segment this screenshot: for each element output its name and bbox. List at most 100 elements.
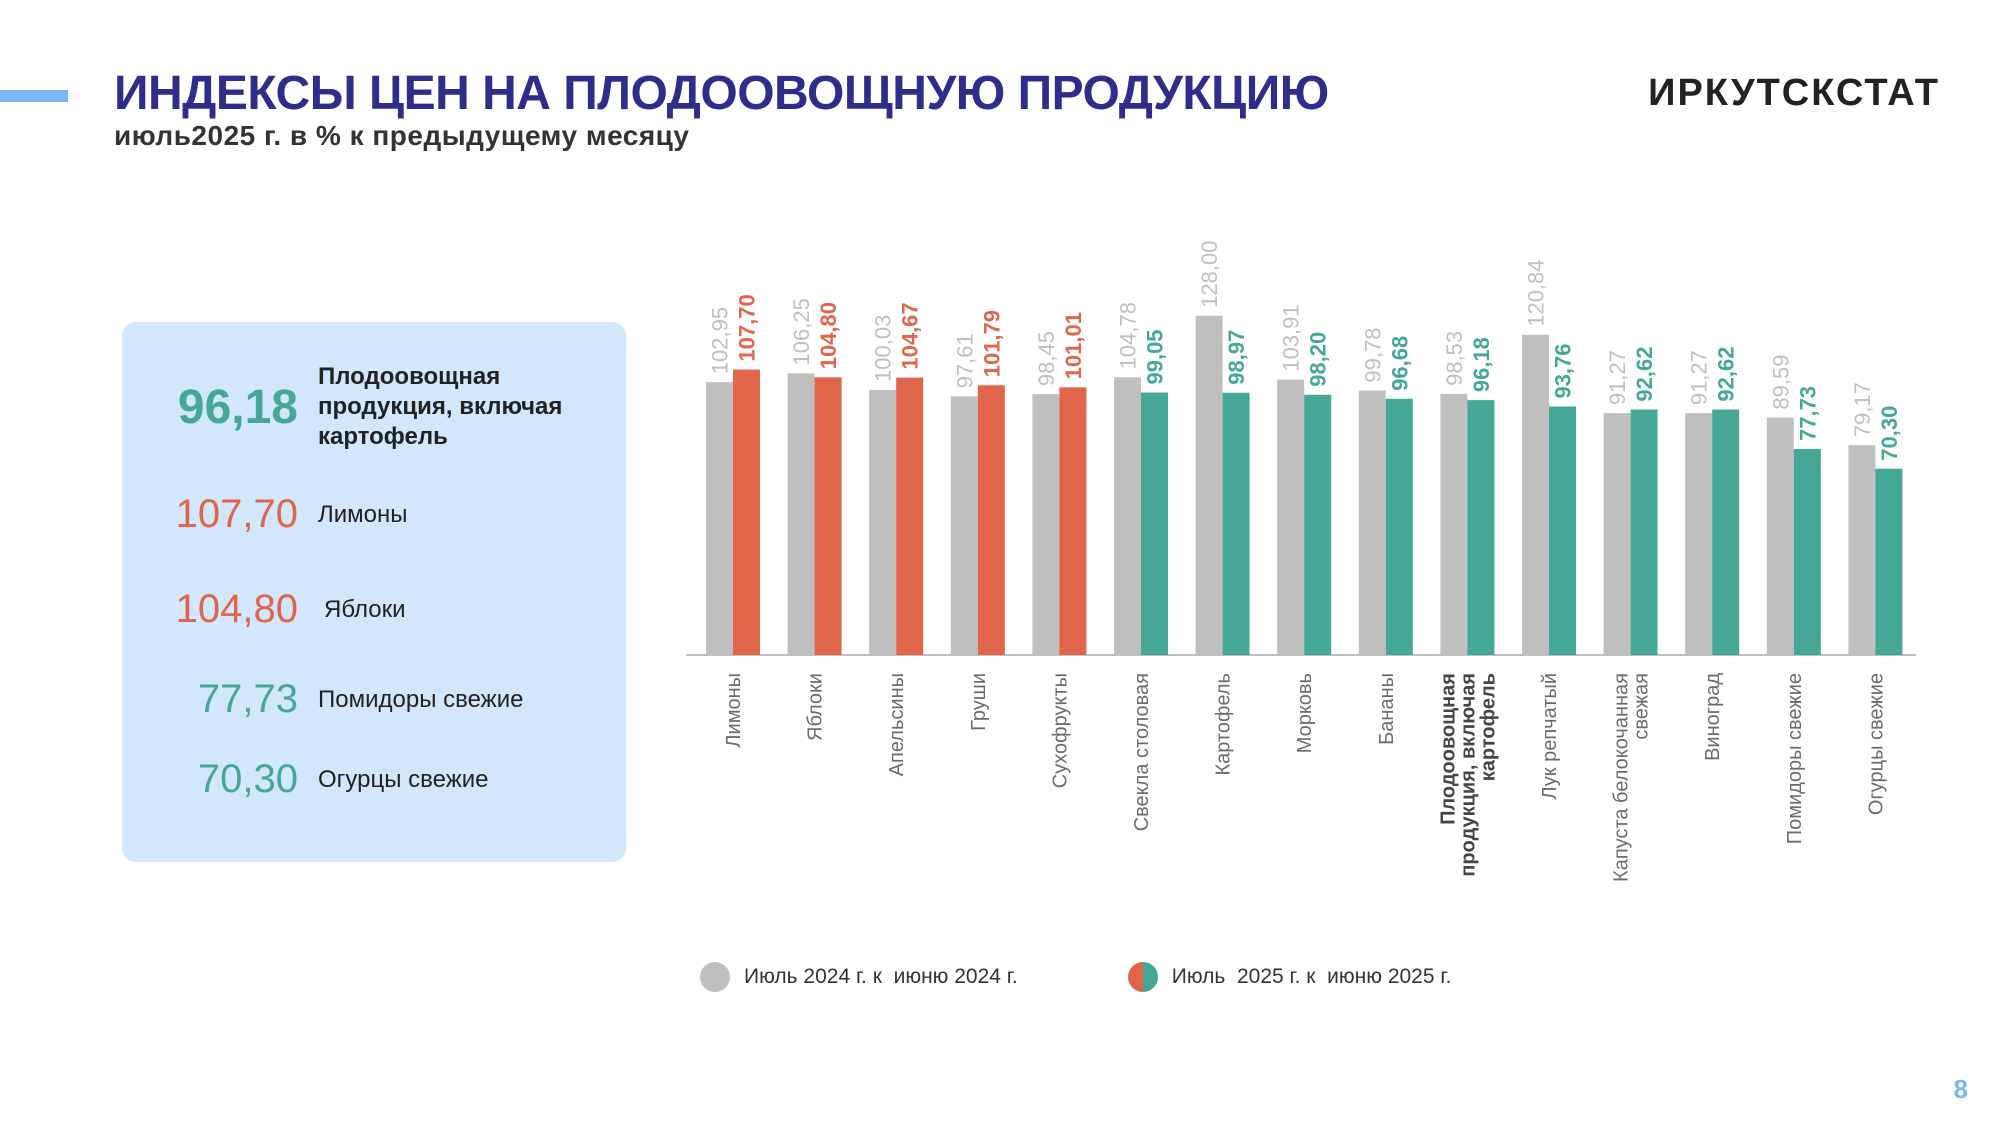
- bar-2024: [1766, 417, 1794, 655]
- data-label-2024: 89,59: [1768, 355, 1793, 410]
- bar-2025: [1385, 398, 1413, 655]
- bar-2025: [1793, 449, 1821, 655]
- bar-2025: [733, 369, 760, 655]
- bar-2024: [1358, 390, 1386, 655]
- data-label-2024: 106,25: [789, 298, 814, 365]
- bar-2025: [977, 385, 1005, 655]
- data-label-2024: 98,53: [1442, 331, 1467, 386]
- summary-label: Лимоны: [318, 500, 408, 528]
- legend-label-2025: Июль 2025 г. к июню 2025 г.: [1171, 965, 1452, 988]
- summary-value: 107,70: [175, 492, 298, 536]
- bar-2024: [1603, 413, 1631, 655]
- data-label-2024: 102,95: [708, 307, 733, 374]
- bar-2024: [1440, 393, 1468, 655]
- data-label-2025: 70,30: [1877, 406, 1902, 461]
- data-label-2024: 79,17: [1850, 382, 1875, 437]
- bar-2024: [869, 389, 897, 655]
- legend-item-2024: Июль 2024 г. к июню 2024 г.: [700, 962, 1018, 992]
- data-label-2024: 104,78: [1116, 302, 1141, 369]
- data-label-2024: 103,91: [1279, 304, 1304, 371]
- bar-2025: [1059, 387, 1087, 655]
- summary-item-lemons: 107,70 Лимоны: [122, 492, 626, 537]
- summary-value: 70,30: [197, 757, 298, 801]
- data-label-2024: 120,84: [1524, 259, 1549, 326]
- summary-item-total: 96,18 Плодоовощная продукция, включая ка…: [122, 362, 626, 452]
- summary-item-tomatoes: 77,73 Помидоры свежие: [122, 677, 626, 722]
- bar-2025: [1549, 406, 1576, 655]
- bar-2025: [1467, 400, 1495, 655]
- page-subtitle: июль2025 г. в % к предыдущему месяцу: [114, 120, 690, 151]
- category-label: Капуста белокочаннаясвежая: [1611, 673, 1653, 882]
- data-label-2025: 98,20: [1306, 332, 1331, 387]
- category-label: Морковь: [1294, 673, 1316, 753]
- bar-2025: [814, 377, 842, 655]
- bar-2025: [1304, 394, 1332, 655]
- category-label: Виноград: [1702, 673, 1724, 761]
- data-label-2025: 98,97: [1224, 330, 1249, 385]
- data-label-2024: 128,00: [1197, 241, 1222, 308]
- data-label-2024: 99,78: [1360, 328, 1385, 383]
- data-label-2025: 104,67: [898, 302, 923, 369]
- bar-2024: [1114, 377, 1141, 655]
- category-label: Бананы: [1376, 673, 1398, 745]
- legend-marker-2024: [700, 962, 730, 992]
- bar-2024: [1195, 315, 1223, 655]
- data-label-2025: 93,76: [1551, 343, 1576, 398]
- bar-2024: [706, 382, 733, 655]
- summary-label: Яблоки: [324, 595, 406, 623]
- data-label-2025: 101,01: [1061, 312, 1086, 379]
- data-label-2024: 100,03: [871, 315, 896, 382]
- bar-2025: [1712, 409, 1740, 655]
- data-label-2025: 77,73: [1795, 386, 1820, 441]
- summary-value: 104,80: [175, 587, 298, 631]
- page-title: ИНДЕКСЫ ЦЕН НА ПЛОДООВОЩНУЮ ПРОДУКЦИЮ: [114, 67, 1329, 120]
- data-label-2025: 107,70: [735, 294, 760, 361]
- data-label-2025: 104,80: [816, 302, 841, 369]
- category-label: Свекла столовая: [1131, 673, 1153, 831]
- data-label-2024: 91,27: [1605, 350, 1630, 405]
- data-label-2025: 96,68: [1387, 336, 1412, 391]
- page-number: 8: [1953, 1074, 1968, 1104]
- data-label-2024: 97,61: [952, 333, 977, 388]
- bar-2024: [1685, 413, 1713, 655]
- bar-2024: [1277, 379, 1305, 655]
- category-label: Лимоны: [723, 673, 745, 748]
- bar-2024: [1032, 394, 1060, 655]
- accent-line: [0, 90, 68, 102]
- bar-2024: [1522, 334, 1549, 655]
- category-label: Помидоры свежие: [1784, 673, 1806, 844]
- bar-2024: [787, 373, 815, 655]
- legend-label-2024: Июль 2024 г. к июню 2024 г.: [744, 965, 1018, 988]
- summary-value: 77,73: [197, 677, 298, 721]
- data-label-2025: 96,18: [1469, 337, 1494, 392]
- legend-marker-2025: [1127, 962, 1158, 992]
- data-label-2025: 101,79: [979, 310, 1004, 377]
- chart-legend: Июль 2024 г. к июню 2024 г. Июль 2025 г.…: [700, 962, 1561, 992]
- bar-2024: [1848, 445, 1876, 655]
- summary-label: Огурцы свежие: [318, 765, 489, 793]
- summary-value: 96,18: [177, 380, 298, 434]
- category-label: Огурцы свежие: [1865, 673, 1887, 815]
- data-label-2025: 99,05: [1143, 329, 1168, 384]
- summary-label: Плодоовощная продукция, включая картофел…: [318, 363, 563, 450]
- summary-panel: 96,18 Плодоовощная продукция, включая ка…: [122, 322, 626, 862]
- bar-2025: [896, 377, 924, 655]
- category-label: Сухофрукты: [1049, 673, 1071, 788]
- category-label: Яблоки: [805, 673, 827, 741]
- data-label-2025: 92,62: [1714, 346, 1739, 401]
- summary-label: Помидоры свежие: [318, 685, 524, 713]
- summary-item-apples: 104,80 Яблоки: [122, 587, 626, 632]
- category-label: Апельсины: [886, 673, 908, 776]
- category-label: Груши: [968, 673, 990, 731]
- bar-2025: [1875, 468, 1903, 655]
- bar-2025: [1222, 392, 1250, 655]
- bar-2025: [1141, 392, 1168, 655]
- category-label: Лук репчатый: [1539, 673, 1561, 800]
- category-label: Плодоовощнаяпродукция, включаякартофель: [1437, 673, 1499, 877]
- bar-2025: [1630, 409, 1658, 655]
- category-label: Картофель: [1213, 673, 1235, 776]
- data-label-2024: 98,45: [1034, 331, 1059, 386]
- bar-2024: [950, 396, 978, 655]
- data-label-2025: 92,62: [1632, 346, 1657, 401]
